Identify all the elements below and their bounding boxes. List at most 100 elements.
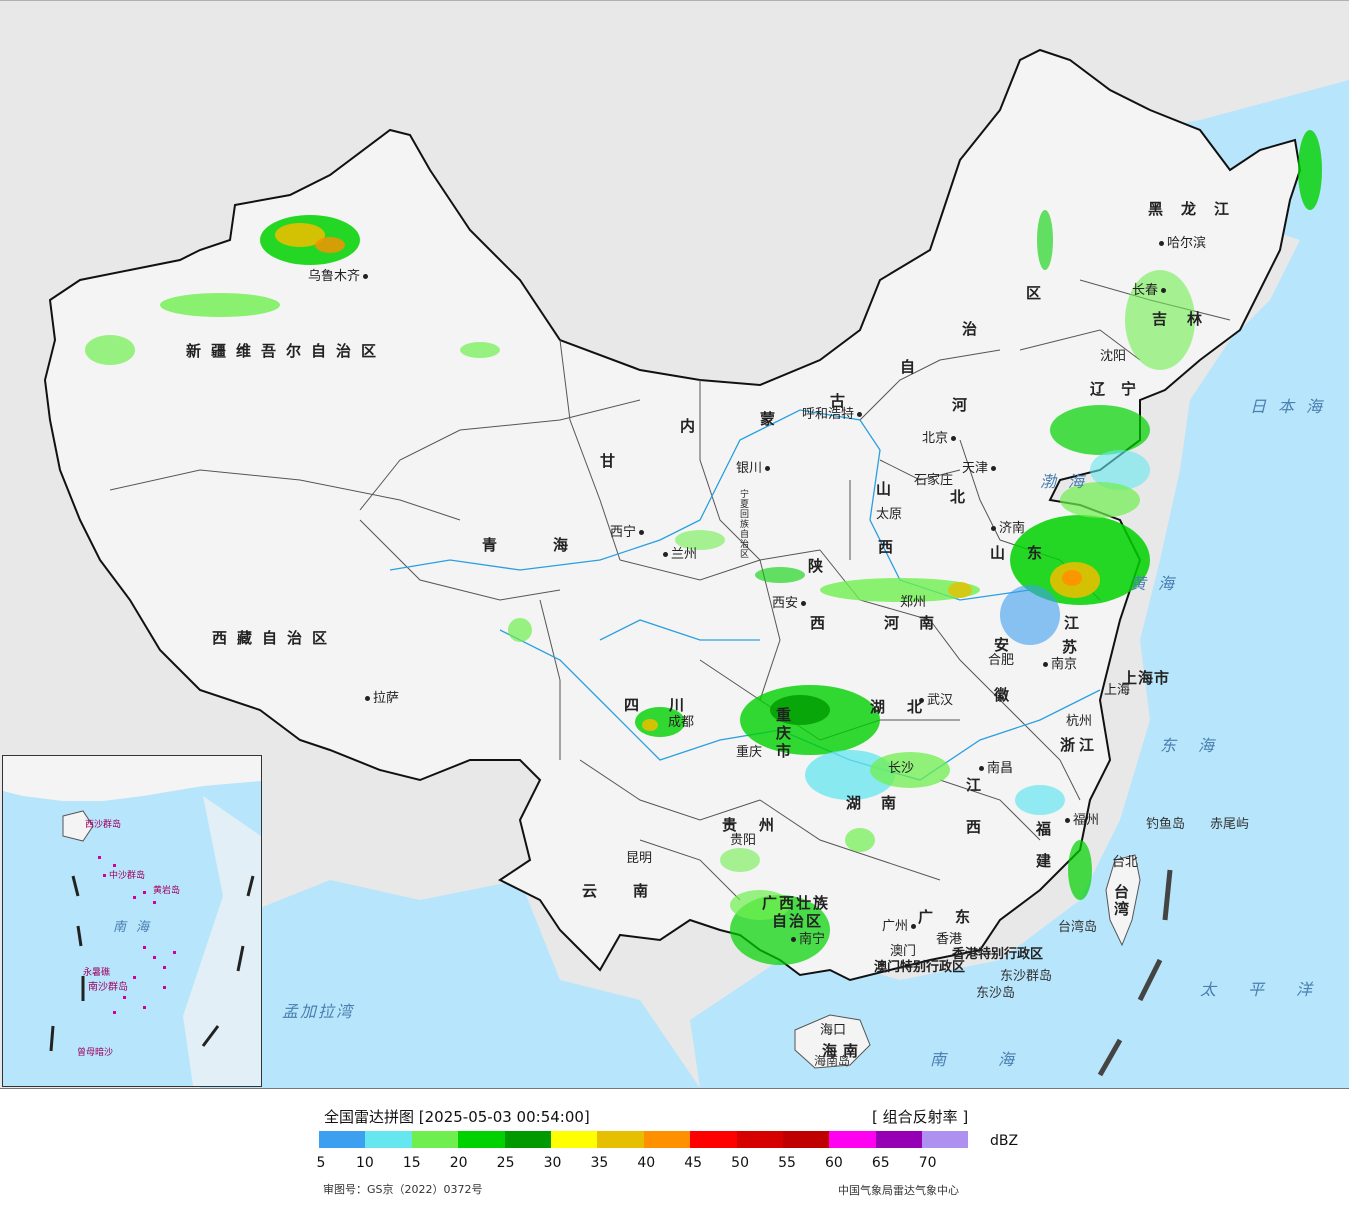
province-shanxi-2: 西 (878, 538, 904, 556)
province-neimenggu-2: 蒙 (760, 410, 786, 428)
scale-tick-label: 65 (871, 1155, 890, 1171)
color-swatch (829, 1131, 876, 1148)
scale-tick-label: 30 (543, 1155, 562, 1171)
inset-nansha: 南沙群岛 (88, 982, 128, 993)
city-hohhot[interactable]: 呼和浩特 (802, 408, 865, 422)
color-swatch (643, 1131, 691, 1148)
city-tianjin[interactable]: 天津 (962, 462, 999, 476)
scale-tick-label: 10 (355, 1155, 374, 1171)
province-guangxi-1: 广西壮族 (762, 894, 831, 912)
sea-bengal: 孟加拉湾 (282, 1002, 355, 1021)
island-chiwei: 赤尾屿 (1210, 817, 1250, 832)
city-xian[interactable]: 西安 (772, 597, 809, 611)
product-label: [ 组合反射率 ] (872, 1108, 969, 1126)
city-zhengzhou[interactable]: 郑州 (900, 595, 927, 610)
province-jiangxi-2: 西 (966, 818, 992, 836)
province-gansu: 甘 (600, 452, 626, 470)
radar-echoes (85, 130, 1322, 965)
sea-area-japan (1230, 330, 1349, 520)
city-harbin[interactable]: 哈尔滨 (1156, 237, 1206, 251)
city-hefei[interactable]: 合肥 (988, 653, 1015, 668)
inset-canvas (3, 756, 261, 1086)
city-yinchuan[interactable]: 银川 (736, 462, 773, 476)
province-neimenggu-4: 自 (900, 358, 926, 376)
province-fujian-1: 福 (1036, 820, 1062, 838)
city-lanzhou[interactable]: 兰州 (660, 548, 697, 562)
province-hainan: 海南 (822, 1042, 865, 1060)
city-haikou[interactable]: 海口 (820, 1023, 847, 1038)
city-fuzhou[interactable]: 福州 (1062, 814, 1099, 828)
color-swatch (550, 1131, 598, 1148)
sea-area (690, 80, 1349, 1088)
province-shaanxi-2: 西 (810, 614, 836, 632)
map-canvas (0, 0, 1349, 1088)
inset-xisha: 西沙群岛 (85, 820, 122, 830)
province-hebei-1: 河 (952, 396, 978, 414)
province-neimenggu-5: 治 (962, 320, 988, 338)
color-swatch (504, 1131, 551, 1148)
province-xinjiang: 新疆维吾尔自治区 (186, 342, 387, 360)
province-yunnan: 云南 (582, 882, 685, 900)
region-hongkong: 香港特别行政区 (952, 947, 1044, 962)
color-swatch (365, 1131, 412, 1148)
province-chongqing: 重庆市 (776, 706, 792, 760)
city-kunming[interactable]: 昆明 (626, 851, 653, 866)
inset-south-sea: 南海 (113, 920, 160, 935)
scale-tick-label: 35 (590, 1155, 609, 1171)
sea-japan: 日本海 (1250, 397, 1335, 416)
sea-bohai: 渤海 (1040, 472, 1097, 491)
city-nanning[interactable]: 南宁 (788, 933, 825, 947)
city-xining[interactable]: 西宁 (610, 526, 647, 540)
province-neimenggu-6: 区 (1026, 284, 1052, 302)
province-zhejiang: 浙江 (1060, 736, 1099, 754)
scale-tick-label: 45 (684, 1155, 703, 1171)
inset-huangyan: 黄岩岛 (153, 886, 181, 896)
city-changsha[interactable]: 长沙 (888, 761, 915, 776)
city-lhasa[interactable]: 拉萨 (362, 692, 399, 706)
scale-tick-label: 55 (778, 1155, 796, 1171)
city-beijing[interactable]: 北京 (922, 432, 959, 446)
radar-map[interactable]: 新疆维吾尔自治区 西藏自治区 青海 甘 内 蒙 古 自 治 区 黑龙江 吉林 辽… (0, 0, 1349, 1089)
city-jinan[interactable]: 济南 (988, 522, 1025, 536)
city-shijiazhuang[interactable]: 石家庄 (914, 473, 954, 488)
city-shanghai[interactable]: 上海 (1104, 683, 1131, 698)
approval-number: 审图号：GS京（2022）0372号 (323, 1183, 483, 1196)
province-anhui-2: 徽 (994, 686, 1020, 704)
city-hangzhou[interactable]: 杭州 (1066, 714, 1093, 729)
taiwan-island (1105, 854, 1141, 947)
scale-tick-label: 20 (449, 1155, 468, 1171)
province-jiangsu-1: 江 (1064, 614, 1090, 632)
province-anhui-1: 安 (994, 636, 1020, 654)
city-chongqing[interactable]: 重庆 (736, 745, 763, 760)
island-diaoyu: 钓鱼岛 (1146, 817, 1186, 832)
city-macau[interactable]: 澳门 (890, 944, 917, 959)
province-hebei-2: 北 (950, 488, 976, 506)
island-dongsha: 东沙岛 (976, 986, 1016, 1001)
province-jilin: 吉林 (1152, 310, 1223, 328)
city-nanjing[interactable]: 南京 (1040, 658, 1077, 672)
city-taipei[interactable]: 台北 (1112, 855, 1139, 870)
city-guiyang[interactable]: 贵阳 (730, 833, 757, 848)
province-xizang: 西藏自治区 (212, 629, 338, 647)
province-qinghai: 青海 (482, 536, 625, 554)
color-scale (319, 1131, 969, 1148)
city-shenyang[interactable]: 沈阳 (1100, 349, 1127, 364)
sea-pacific: 太平洋 (1200, 980, 1345, 999)
province-heilongjiang: 黑龙江 (1148, 200, 1248, 218)
city-hongkong[interactable]: 香港 (936, 932, 963, 947)
province-neimenggu-3: 古 (830, 392, 856, 410)
city-chengdu[interactable]: 成都 (668, 715, 695, 730)
city-changchun[interactable]: 长春 (1132, 284, 1169, 298)
province-guizhou: 贵州 (722, 816, 797, 834)
province-shanxi-1: 山 (876, 480, 902, 498)
scale-tick-label: 40 (637, 1155, 656, 1171)
inset-zengmu: 曾母暗沙 (77, 1048, 114, 1058)
province-neimenggu-1: 内 (680, 417, 706, 435)
city-guangzhou[interactable]: 广州 (882, 920, 919, 934)
sea-yellow: 黄海 (1130, 574, 1187, 593)
city-urumqi[interactable]: 乌鲁木齐 (308, 270, 371, 284)
city-nanchang[interactable]: 南昌 (976, 762, 1013, 776)
city-taiyuan[interactable]: 太原 (876, 507, 903, 522)
sea-east: 东海 (1160, 736, 1237, 755)
city-wuhan[interactable]: 武汉 (916, 694, 953, 708)
